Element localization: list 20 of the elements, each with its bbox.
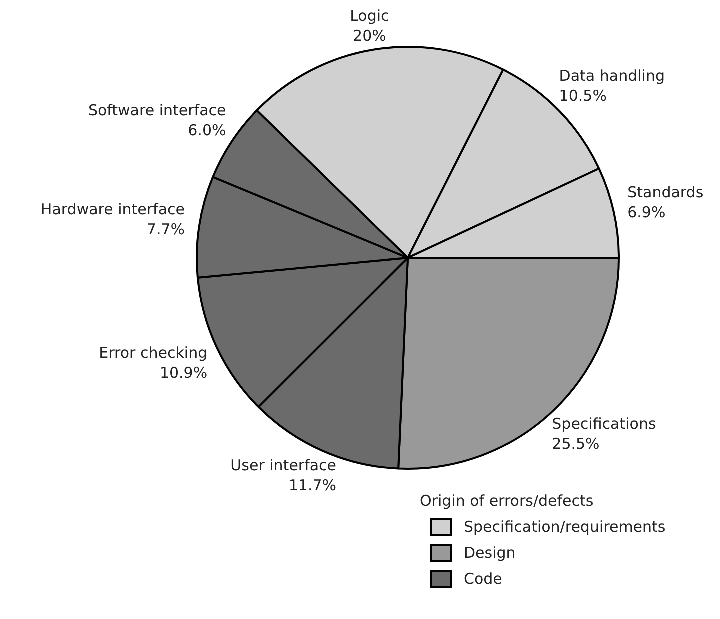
data-label: 11.7% [288, 476, 337, 495]
data-label: 7.7% [146, 220, 186, 239]
slice-label: Data handling [559, 67, 665, 86]
slice-label: Logic [350, 6, 390, 25]
data-label: 10.5% [559, 87, 607, 106]
slice-label: Error checking [99, 344, 208, 362]
slice-label: Specifications [552, 414, 656, 433]
slice-label: Hardware interface [40, 200, 186, 219]
data-label: 25.5% [552, 434, 600, 453]
slice-label: Standards [628, 184, 704, 202]
data-label: 20% [353, 26, 386, 45]
data-label: 10.9% [160, 364, 208, 382]
text: Design [464, 544, 516, 562]
text: Specification/requirements [464, 518, 666, 536]
slice-label: User interface [230, 456, 337, 475]
slice-label: Software interface [88, 101, 226, 120]
legend-title: Origin of errors/defects [420, 492, 595, 510]
data-label: 6.0% [188, 121, 226, 140]
text: Code [464, 570, 502, 588]
data-label: 6.9% [628, 204, 666, 222]
